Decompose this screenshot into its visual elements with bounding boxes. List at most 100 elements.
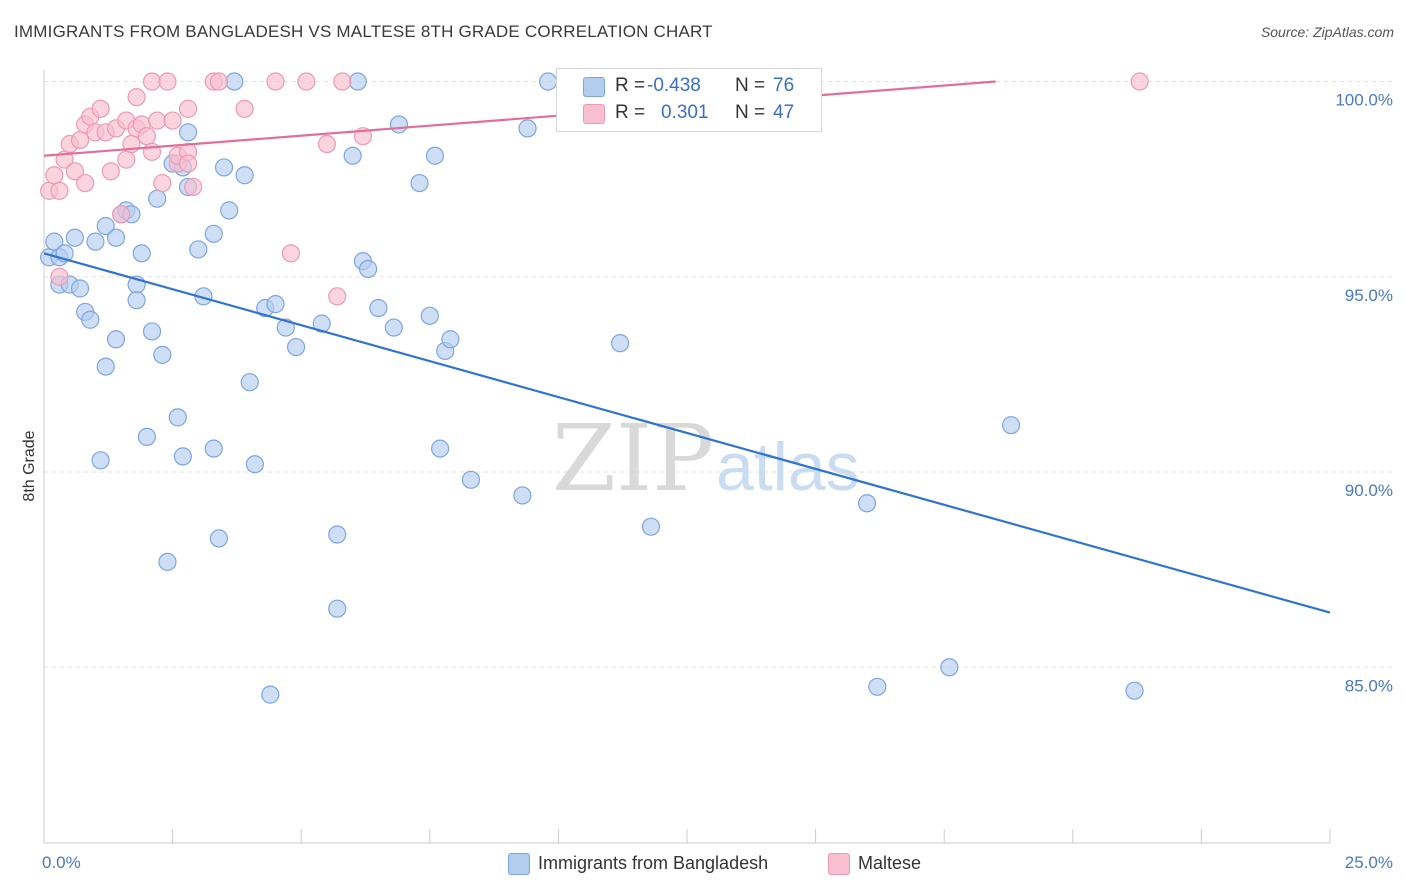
point-maltese	[158, 72, 177, 91]
legend-r-value: -0.438	[647, 75, 701, 96]
point-maltese	[153, 173, 172, 193]
point-bangladesh	[425, 146, 445, 165]
x-tick-label: 25.0%	[1345, 853, 1393, 872]
legend-swatch-pink	[828, 853, 850, 875]
watermark-atlas: atlas	[716, 429, 860, 505]
point-bangladesh	[168, 408, 187, 427]
point-maltese	[76, 173, 95, 193]
point-bangladesh	[220, 201, 239, 220]
point-bangladesh	[96, 357, 115, 376]
point-maltese	[209, 72, 228, 91]
y-tick-label: 85.0%	[1345, 676, 1393, 695]
point-bangladesh	[106, 228, 126, 247]
point-bangladesh	[461, 470, 481, 489]
point-bangladesh	[148, 189, 167, 208]
point-bangladesh	[204, 439, 223, 458]
legend-n-value: 76	[773, 75, 795, 96]
point-bangladesh	[81, 310, 100, 329]
point-bangladesh	[343, 146, 362, 165]
point-bangladesh	[266, 295, 285, 314]
point-maltese	[142, 72, 162, 91]
point-bangladesh	[91, 451, 110, 470]
legend-swatch-blue	[583, 77, 605, 97]
chart-title: IMMIGRANTS FROM BANGLADESH VS MALTESE 8T…	[14, 22, 713, 41]
axis-layer	[43, 70, 1331, 844]
point-bangladesh	[420, 306, 439, 325]
point-bangladesh	[312, 314, 331, 333]
point-maltese	[235, 99, 254, 118]
point-bangladesh	[518, 119, 537, 138]
point-bangladesh	[153, 345, 172, 364]
point-bangladesh	[389, 115, 409, 134]
y-tick-label: 95.0%	[1345, 286, 1393, 305]
point-maltese	[333, 72, 352, 91]
point-bangladesh	[358, 259, 378, 279]
point-bangladesh	[96, 216, 115, 236]
point-bangladesh	[86, 232, 105, 251]
point-maltese	[65, 162, 84, 181]
point-bangladesh	[441, 330, 460, 349]
legend-row-maltese: R = 0.301 N = 47	[557, 102, 821, 130]
point-bangladesh	[940, 658, 959, 677]
point-bangladesh	[173, 447, 192, 466]
legend-label: Immigrants from Bangladesh	[538, 853, 769, 873]
y-tick-label: 90.0%	[1345, 481, 1393, 500]
trendline-maltese	[43, 80, 996, 157]
point-bangladesh	[261, 685, 280, 704]
points-layer	[40, 72, 1149, 704]
legend-n-value: 47	[773, 102, 795, 123]
legend-swatch-blue	[508, 853, 530, 875]
legend-swatch-pink	[583, 104, 605, 124]
point-bangladesh	[189, 240, 208, 259]
y-tick-label: 100.0%	[1335, 91, 1393, 110]
watermark-zip: ZIP	[552, 405, 714, 512]
point-maltese	[178, 99, 198, 118]
point-bangladesh	[235, 166, 254, 185]
point-bangladesh	[348, 72, 367, 91]
point-bangladesh	[328, 599, 347, 618]
correlation-legend: R = -0.438 N = 76 R = 0.301 N = 47	[556, 68, 822, 132]
legend-r-value: 0.301	[661, 102, 709, 123]
point-bangladesh	[410, 173, 429, 193]
point-bangladesh	[127, 291, 146, 310]
point-maltese	[50, 181, 69, 200]
legend-label: Maltese	[858, 853, 922, 873]
point-maltese	[328, 287, 347, 306]
trend-layer	[43, 80, 1331, 614]
point-bangladesh	[857, 494, 877, 513]
point-bangladesh	[276, 318, 295, 337]
point-bangladesh	[137, 427, 156, 446]
point-bangladesh	[1125, 681, 1144, 700]
point-maltese	[45, 166, 64, 185]
point-maltese	[127, 88, 146, 107]
point-maltese	[70, 131, 90, 150]
point-bangladesh	[209, 529, 228, 548]
point-maltese	[281, 244, 301, 263]
point-bangladesh	[65, 228, 84, 247]
point-maltese	[148, 111, 167, 130]
point-bangladesh	[641, 517, 661, 536]
chart-source: Source: ZipAtlas.com	[1260, 24, 1394, 40]
trendline-bangladesh	[43, 252, 1331, 614]
point-maltese	[266, 72, 285, 91]
label-layer: 85.0% 90.0% 95.0% 100.0% 0.0% 25.0%	[42, 91, 1393, 872]
point-bangladesh	[225, 72, 244, 91]
point-bangladesh	[178, 123, 198, 142]
legend-n-label: N =	[735, 75, 766, 96]
legend-r-label: R =	[615, 75, 646, 96]
point-maltese	[112, 205, 131, 224]
legend-n-label: N =	[735, 102, 766, 123]
point-bangladesh	[214, 158, 234, 177]
y-axis-title: 8th Grade	[21, 430, 38, 501]
point-bangladesh	[1001, 416, 1021, 435]
point-maltese	[101, 162, 120, 181]
point-maltese	[178, 154, 198, 173]
point-maltese	[163, 111, 182, 130]
point-maltese	[317, 134, 337, 154]
legend-r-label: R =	[615, 102, 646, 123]
point-bangladesh	[158, 552, 177, 571]
point-maltese	[117, 150, 136, 169]
point-maltese	[1130, 72, 1149, 91]
point-maltese	[50, 267, 69, 286]
